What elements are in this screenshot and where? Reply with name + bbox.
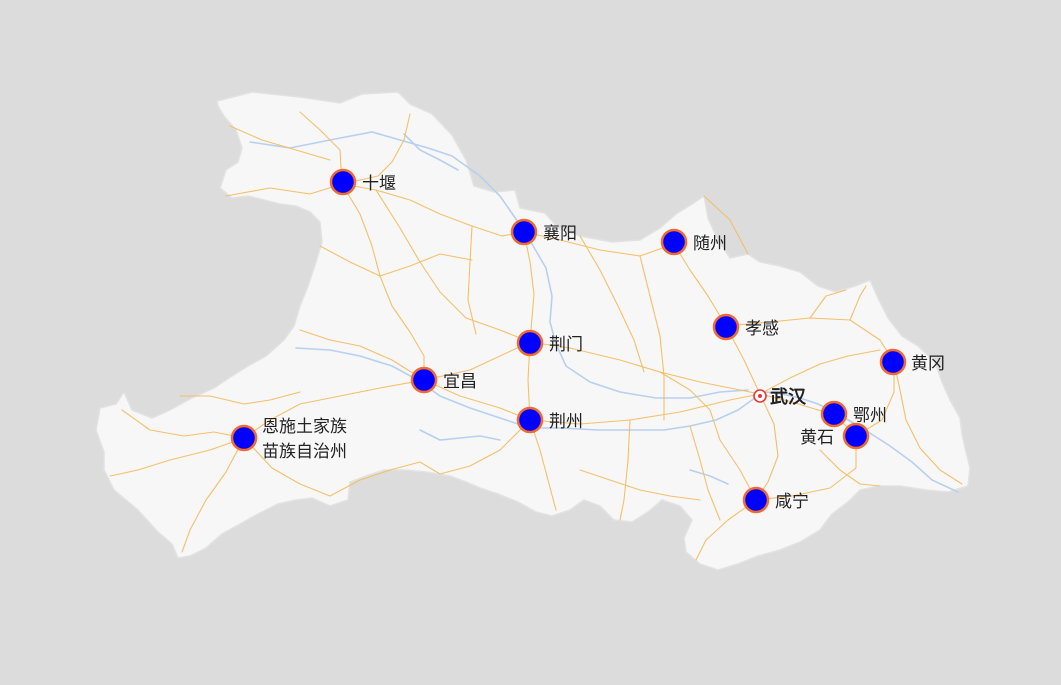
road bbox=[893, 361, 963, 485]
road bbox=[695, 499, 757, 561]
road bbox=[181, 437, 245, 553]
city-marker[interactable]: 十堰 bbox=[329, 168, 396, 196]
road bbox=[299, 111, 343, 185]
road bbox=[809, 289, 847, 319]
road bbox=[619, 419, 631, 521]
road bbox=[319, 245, 473, 277]
city-label: 孝感 bbox=[745, 319, 779, 339]
road bbox=[299, 329, 425, 381]
road bbox=[639, 255, 665, 421]
road bbox=[689, 425, 721, 521]
road bbox=[225, 183, 675, 257]
city-marker[interactable]: 随州 bbox=[660, 228, 727, 256]
city-marker[interactable]: 宜昌 bbox=[410, 366, 477, 394]
river-branch-2 bbox=[419, 429, 501, 441]
city-label: 鄂州 bbox=[853, 406, 887, 426]
river-han bbox=[249, 131, 749, 399]
road bbox=[849, 285, 867, 321]
city-marker-dot[interactable] bbox=[712, 313, 740, 341]
city-label: 苗族自治州 bbox=[262, 442, 347, 462]
city-marker-dot[interactable] bbox=[660, 228, 688, 256]
capital-icon-dot bbox=[758, 394, 762, 398]
city-label: 襄阳 bbox=[543, 223, 577, 244]
city-label: 宜昌 bbox=[443, 372, 477, 392]
city-marker-dot[interactable] bbox=[329, 168, 357, 196]
road bbox=[109, 437, 245, 477]
city-marker-dot[interactable] bbox=[230, 424, 258, 452]
city-marker-dot[interactable] bbox=[879, 348, 907, 376]
road bbox=[341, 113, 411, 185]
road bbox=[673, 243, 761, 395]
city-label: 黄冈 bbox=[911, 354, 945, 374]
road bbox=[467, 225, 477, 335]
road bbox=[755, 393, 779, 501]
road bbox=[703, 195, 749, 255]
city-layer: 十堰襄阳随州孝感黄冈 荆门宜昌荆州 鄂州黄石咸宁 恩施土家族苗族自治州 bbox=[230, 168, 945, 514]
city-marker[interactable]: 孝感 bbox=[712, 313, 779, 341]
city-marker[interactable]: 荆州 bbox=[516, 406, 583, 434]
road bbox=[121, 409, 245, 439]
city-label: 黄石 bbox=[800, 428, 834, 448]
city-marker-dot[interactable] bbox=[516, 406, 544, 434]
road bbox=[579, 235, 645, 373]
road bbox=[579, 469, 701, 501]
road bbox=[423, 379, 761, 425]
road bbox=[819, 449, 881, 487]
river-branch-3 bbox=[689, 469, 729, 485]
road bbox=[659, 371, 757, 501]
city-label: 随州 bbox=[693, 234, 727, 254]
city-label: 荆门 bbox=[549, 335, 583, 355]
road bbox=[329, 461, 441, 497]
city-marker-dot[interactable] bbox=[820, 400, 848, 428]
city-marker-dot[interactable] bbox=[510, 218, 538, 246]
capital-marker[interactable]: 武汉 bbox=[753, 387, 807, 408]
river-branch-1 bbox=[403, 133, 459, 171]
road bbox=[759, 349, 881, 395]
city-marker[interactable]: 襄阳 bbox=[510, 218, 577, 246]
road bbox=[755, 435, 857, 501]
road bbox=[423, 341, 761, 395]
road bbox=[179, 391, 301, 405]
road bbox=[375, 189, 531, 343]
road bbox=[243, 437, 331, 497]
road bbox=[725, 317, 895, 363]
road bbox=[855, 361, 895, 437]
capital-label: 武汉 bbox=[770, 387, 807, 408]
city-marker[interactable]: 黄石 bbox=[800, 422, 870, 450]
city-marker[interactable]: 鄂州 bbox=[820, 400, 887, 428]
city-marker-dot[interactable] bbox=[742, 486, 770, 514]
city-label: 咸宁 bbox=[775, 492, 809, 512]
city-marker-dot[interactable] bbox=[410, 366, 438, 394]
city-marker[interactable]: 咸宁 bbox=[742, 486, 809, 514]
city-label: 恩施土家族 bbox=[262, 417, 347, 437]
road bbox=[243, 379, 425, 439]
road bbox=[529, 419, 557, 511]
road bbox=[341, 183, 425, 381]
road bbox=[229, 125, 331, 161]
city-label: 荆州 bbox=[549, 412, 583, 432]
city-marker[interactable]: 荆门 bbox=[516, 329, 583, 357]
city-marker-dot[interactable] bbox=[516, 329, 544, 357]
city-marker-dot[interactable] bbox=[842, 422, 870, 450]
road-layer bbox=[109, 111, 963, 561]
road bbox=[523, 231, 535, 343]
city-marker[interactable]: 黄冈 bbox=[879, 348, 945, 376]
city-label: 十堰 bbox=[362, 174, 396, 194]
road bbox=[439, 419, 531, 475]
